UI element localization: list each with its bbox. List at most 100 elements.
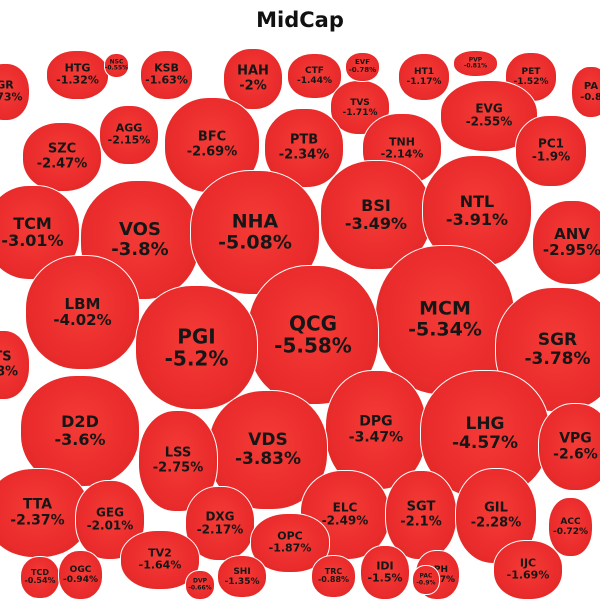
cell-ticker-label: ACC: [560, 516, 581, 527]
cell-ticker-label: EVF: [355, 58, 370, 67]
cell-change-label: -2.37%: [10, 512, 65, 528]
cell-change-label: -5.34%: [408, 319, 482, 341]
treemap-cell-anv: ANV -2.95%: [532, 200, 600, 285]
treemap-cell-idi: IDI -1.5%: [360, 545, 410, 600]
cell-change-label: -2.1%: [400, 514, 442, 529]
cell-ticker-label: DXG: [205, 509, 235, 524]
cell-ticker-label: IDI: [376, 559, 394, 573]
cell-change-label: -0.88%: [317, 575, 350, 585]
cell-change-label: -3.01%: [1, 231, 64, 251]
cell-ticker-label: GR: [0, 78, 14, 92]
cell-ticker-label: TRC: [324, 566, 343, 576]
cell-change-label: -3.6%: [54, 430, 106, 449]
cell-change-label: -4.57%: [451, 433, 519, 453]
cell-ticker-label: DPG: [359, 413, 393, 430]
cell-change-label: -1.17%: [406, 77, 442, 87]
treemap-cell-htg: HTG -1.32%: [46, 50, 109, 100]
cell-change-label: -5.2%: [164, 346, 229, 371]
cell-ticker-label: PET: [521, 66, 541, 77]
cell-ticker-label: IJC: [519, 556, 537, 570]
cell-ticker-label: HAH: [237, 63, 269, 79]
treemap-cell-pc1: PC1 -1.9%: [515, 115, 587, 187]
cell-change-label: -2.75%: [152, 460, 204, 475]
cell-ticker-label: ELC: [332, 500, 358, 515]
cell-ticker-label: QCG: [288, 311, 338, 336]
cell-ticker-label: BSI: [361, 196, 391, 216]
cell-change-label: -2.01%: [86, 519, 134, 533]
treemap-cell-trc: TRC -0.88%: [311, 555, 356, 598]
cell-change-label: -3.8%: [111, 239, 169, 260]
treemap-cell-lbm: LBM -4.02%: [25, 255, 140, 370]
cell-ticker-label: TCD: [31, 567, 49, 577]
cell-ticker-label: TVS: [350, 97, 370, 108]
cell-change-label: -3.91%: [445, 210, 509, 229]
cell-ticker-label: ANV: [554, 224, 590, 243]
cell-ticker-label: PC1: [538, 136, 564, 151]
cell-ticker-label: MCM: [419, 297, 471, 320]
cell-change-label: -1.64%: [138, 559, 182, 572]
treemap-cell-acc: ACC -0.72%: [548, 497, 593, 557]
cell-ticker-label: TV2: [148, 546, 172, 560]
cell-ticker-label: PGI: [177, 324, 216, 349]
treemap-cell-ts: TS58%: [0, 330, 30, 400]
cell-ticker-label: NHA: [231, 210, 279, 233]
cell-change-label: -1.71%: [342, 107, 378, 118]
cell-ticker-label: HT1: [414, 66, 434, 77]
treemap-cell-pa: PA -0.8: [571, 66, 600, 118]
cell-ticker-label: SHI: [233, 566, 251, 577]
cell-ticker-label: PAC: [419, 572, 433, 580]
treemap-cell-nsc: NSC -0.55%: [104, 53, 129, 78]
cell-ticker-label: OPC: [277, 529, 303, 543]
treemap-cell-tcd: TCD -0.54%: [20, 556, 60, 599]
cell-change-label: -0.81%: [463, 62, 488, 70]
cell-change-label: -2%: [239, 78, 267, 93]
cell-change-label: 58%: [0, 364, 19, 379]
cell-change-label: -1.44%: [297, 76, 332, 86]
cell-ticker-label: GIL: [484, 500, 508, 516]
cell-ticker-label: SGT: [406, 499, 436, 515]
cell-ticker-label: PVP: [468, 55, 483, 63]
treemap-cell-vpg: VPG -2.6%: [538, 403, 600, 491]
cell-ticker-label: LSS: [164, 445, 192, 461]
cell-change-label: -1.5%: [367, 571, 403, 585]
cell-ticker-label: D2D: [61, 412, 99, 432]
cell-change-label: -1.9%: [531, 150, 571, 164]
treemap-cell-shi: SHI -1.35%: [217, 555, 267, 598]
cell-change-label: -1.35%: [224, 576, 260, 587]
chart-title: MidCap: [256, 8, 344, 32]
cell-ticker-label: OGC: [69, 564, 92, 575]
treemap-cell-dvp: DVP -0.66%: [185, 570, 215, 600]
cell-ticker-label: AGG: [115, 121, 143, 135]
cell-change-label: -1.63%: [145, 74, 188, 87]
treemap-cell-ksb: KSB -1.63%: [140, 50, 193, 100]
cell-change-label: -0.54%: [24, 576, 56, 586]
treemap: HTG -1.32% KSB -1.63% HAH -2% CTF -1.44% HT1 -1.1…: [0, 45, 600, 600]
cell-change-label: -1.32%: [56, 74, 99, 87]
cell-ticker-label: NSC: [109, 57, 124, 65]
cell-change-label: -0.66%: [188, 584, 212, 591]
cell-change-label: -2.49%: [321, 514, 369, 528]
treemap-cell-evf: EVF -0.78%: [345, 52, 380, 82]
cell-change-label: -0.72%: [553, 527, 588, 537]
treemap-cell-szc: SZC -2.47%: [22, 122, 102, 192]
cell-change-label: -2.47%: [36, 156, 88, 171]
cell-ticker-label: CTF: [305, 65, 324, 76]
cell-ticker-label: TS: [0, 349, 12, 365]
cell-change-label: -2.28%: [470, 515, 522, 530]
cell-ticker-label: EVG: [475, 101, 503, 116]
cell-ticker-label: VDS: [248, 429, 288, 450]
cell-ticker-label: LBM: [64, 294, 101, 313]
treemap-cell-ht1: HT1 -1.17%: [398, 53, 450, 101]
cell-ticker-label: TTA: [22, 496, 53, 513]
cell-change-label: -2.15%: [107, 134, 151, 147]
cell-ticker-label: PA: [583, 80, 599, 92]
cell-ticker-label: TCM: [13, 213, 52, 233]
cell-change-label: -2.17%: [196, 522, 244, 537]
cell-ticker-label: VOS: [119, 218, 161, 240]
cell-change-label: -.73%: [0, 91, 23, 104]
cell-ticker-label: BFC: [197, 129, 227, 145]
cell-ticker-label: HTG: [64, 61, 91, 75]
cell-ticker-label: DVP: [192, 577, 208, 585]
cell-change-label: -2.95%: [542, 241, 600, 260]
cell-ticker-label: NTL: [459, 192, 495, 212]
